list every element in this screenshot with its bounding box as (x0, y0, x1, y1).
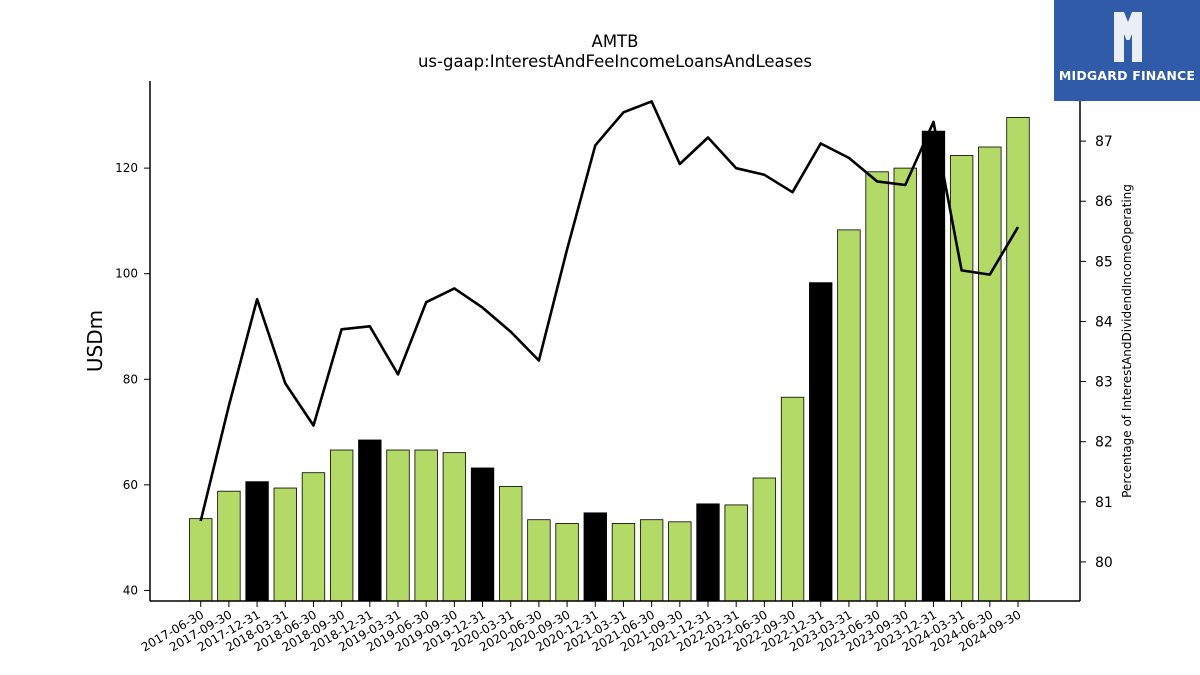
bar (611, 522, 636, 602)
y2-tick-label: 87 (1095, 134, 1113, 150)
y-tick-label: 40 (123, 583, 138, 597)
bar (639, 519, 664, 602)
bar (978, 146, 1002, 602)
y-tick-label: 60 (123, 478, 138, 492)
bar (724, 504, 748, 602)
brand-name: MIDGARD FINANCE (1058, 68, 1196, 83)
brand-logo: MIDGARD FINANCE (1054, 0, 1200, 101)
bar (442, 452, 467, 602)
bar (329, 449, 354, 602)
chart-title: AMTB (591, 32, 639, 51)
bar (273, 487, 297, 602)
bar (499, 486, 523, 602)
bar (527, 519, 551, 602)
bar (752, 477, 777, 602)
chart-subtitle: us-gaap:InterestAndFeeIncomeLoansAndLeas… (417, 52, 813, 71)
y2-tick-label: 80 (1095, 555, 1113, 571)
y-axis-label: USDm (83, 310, 107, 372)
bar (668, 521, 692, 602)
y2-tick-label: 81 (1095, 495, 1113, 511)
y2-axis-label: Percentage of InterestAndDividendIncomeO… (1120, 184, 1134, 498)
bar (386, 449, 410, 602)
bar (780, 396, 805, 602)
midgard-logo-icon (1114, 12, 1142, 62)
bar (470, 467, 495, 602)
y-tick-label: 120 (115, 161, 138, 175)
bar (414, 449, 438, 602)
bar (837, 229, 861, 602)
bar (301, 472, 326, 602)
bar (809, 282, 833, 602)
line-series (199, 100, 1020, 522)
y2-tick-label: 84 (1095, 314, 1113, 330)
y-tick-label: 100 (115, 267, 138, 281)
bar (696, 503, 720, 602)
bar (865, 171, 889, 602)
bar (1006, 117, 1030, 602)
bar (245, 481, 269, 602)
bar (189, 518, 213, 602)
bar (921, 130, 946, 602)
bar (217, 490, 241, 602)
y2-tick-label: 83 (1095, 375, 1113, 391)
bar (583, 512, 607, 602)
bar (893, 167, 917, 602)
y2-tick-label: 85 (1095, 254, 1113, 270)
y2-tick-label: 82 (1095, 435, 1113, 451)
y-tick-label: 80 (123, 372, 138, 386)
bar (358, 439, 382, 602)
bar (555, 522, 579, 602)
y2-tick-label: 86 (1095, 194, 1113, 210)
